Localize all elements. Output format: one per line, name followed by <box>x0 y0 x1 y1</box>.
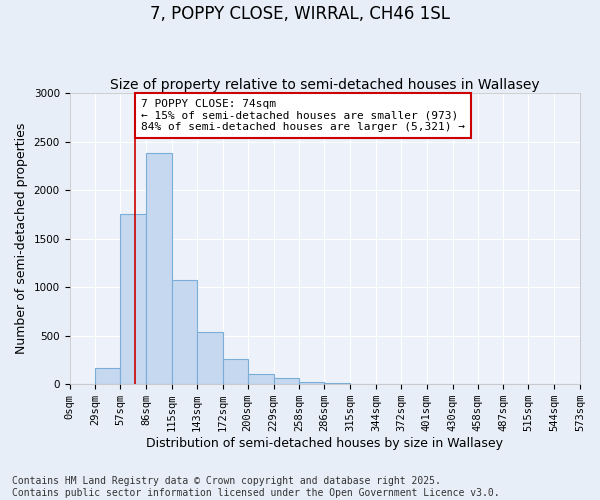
Text: Contains HM Land Registry data © Crown copyright and database right 2025.
Contai: Contains HM Land Registry data © Crown c… <box>12 476 500 498</box>
Bar <box>197 332 223 384</box>
X-axis label: Distribution of semi-detached houses by size in Wallasey: Distribution of semi-detached houses by … <box>146 437 503 450</box>
Y-axis label: Number of semi-detached properties: Number of semi-detached properties <box>15 123 28 354</box>
Text: 7, POPPY CLOSE, WIRRAL, CH46 1SL: 7, POPPY CLOSE, WIRRAL, CH46 1SL <box>150 5 450 23</box>
Bar <box>121 214 146 384</box>
Bar <box>248 374 274 384</box>
Bar <box>95 368 121 384</box>
Title: Size of property relative to semi-detached houses in Wallasey: Size of property relative to semi-detach… <box>110 78 539 92</box>
Bar <box>223 359 248 384</box>
Bar <box>274 378 299 384</box>
Bar <box>299 382 325 384</box>
Bar <box>172 280 197 384</box>
Text: 7 POPPY CLOSE: 74sqm
← 15% of semi-detached houses are smaller (973)
84% of semi: 7 POPPY CLOSE: 74sqm ← 15% of semi-detac… <box>141 99 465 132</box>
Bar <box>146 154 172 384</box>
